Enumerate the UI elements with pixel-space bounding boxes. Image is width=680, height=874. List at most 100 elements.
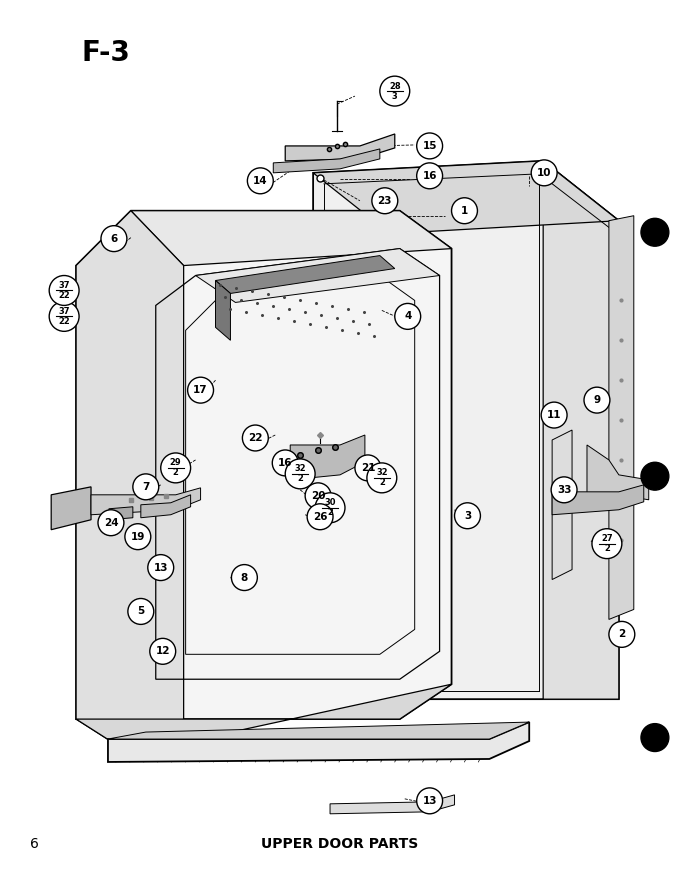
Text: 26: 26 <box>313 512 327 522</box>
Text: 16: 16 <box>278 458 292 468</box>
Text: 8: 8 <box>241 572 248 583</box>
Circle shape <box>305 482 331 509</box>
Text: 28: 28 <box>389 81 401 91</box>
Text: 13: 13 <box>154 563 168 572</box>
Polygon shape <box>76 211 452 719</box>
Circle shape <box>395 303 421 329</box>
Circle shape <box>150 638 175 664</box>
Polygon shape <box>552 430 572 579</box>
Text: 32: 32 <box>376 468 388 477</box>
Circle shape <box>148 555 173 580</box>
Circle shape <box>551 477 577 503</box>
Circle shape <box>417 133 443 159</box>
Polygon shape <box>609 216 634 620</box>
Text: 3: 3 <box>392 92 398 101</box>
Circle shape <box>641 724 669 752</box>
Text: 6: 6 <box>30 836 39 850</box>
Circle shape <box>128 599 154 624</box>
Text: 5: 5 <box>137 607 144 616</box>
Circle shape <box>49 275 79 305</box>
Text: 20: 20 <box>311 491 325 501</box>
Circle shape <box>285 459 315 489</box>
Text: 7: 7 <box>142 482 150 492</box>
Polygon shape <box>76 684 452 754</box>
Circle shape <box>541 402 567 428</box>
Text: 33: 33 <box>557 485 571 495</box>
Text: 2: 2 <box>604 545 610 553</box>
Polygon shape <box>587 445 649 505</box>
Polygon shape <box>313 161 619 699</box>
Text: 27: 27 <box>601 534 613 543</box>
Circle shape <box>609 621 635 648</box>
Circle shape <box>417 163 443 189</box>
Polygon shape <box>552 485 644 515</box>
Text: 15: 15 <box>422 141 437 151</box>
Polygon shape <box>91 488 201 515</box>
Circle shape <box>315 493 345 523</box>
Circle shape <box>417 787 443 814</box>
Circle shape <box>231 565 257 591</box>
Text: 22: 22 <box>248 433 262 443</box>
Text: 4: 4 <box>404 311 411 322</box>
Polygon shape <box>108 722 529 762</box>
Circle shape <box>584 387 610 413</box>
Text: 17: 17 <box>193 385 208 395</box>
Circle shape <box>98 510 124 536</box>
Circle shape <box>101 225 127 252</box>
Circle shape <box>355 455 381 481</box>
Text: 2: 2 <box>173 468 179 477</box>
Circle shape <box>641 218 669 246</box>
Circle shape <box>452 198 477 224</box>
Polygon shape <box>216 281 231 340</box>
Text: 14: 14 <box>253 176 268 186</box>
Polygon shape <box>313 161 619 233</box>
Polygon shape <box>51 487 91 530</box>
Text: 19: 19 <box>131 531 145 542</box>
Text: 2: 2 <box>297 475 303 483</box>
Circle shape <box>380 76 410 106</box>
Text: 12: 12 <box>156 646 170 656</box>
Text: 29: 29 <box>170 459 182 468</box>
Circle shape <box>367 463 396 493</box>
Polygon shape <box>285 134 395 161</box>
Circle shape <box>641 462 669 490</box>
Text: 30: 30 <box>324 498 336 507</box>
Text: 9: 9 <box>594 395 600 406</box>
Text: 37: 37 <box>58 281 70 290</box>
Text: 16: 16 <box>422 170 437 181</box>
Text: 24: 24 <box>103 517 118 528</box>
Text: 1: 1 <box>461 205 468 216</box>
Text: 11: 11 <box>547 410 562 420</box>
Polygon shape <box>109 507 133 520</box>
Text: F-3: F-3 <box>82 39 131 67</box>
Text: 22: 22 <box>58 291 70 300</box>
Circle shape <box>272 450 298 475</box>
Circle shape <box>160 453 190 482</box>
Polygon shape <box>141 495 190 517</box>
Circle shape <box>592 529 622 558</box>
Circle shape <box>133 474 158 500</box>
Text: 2: 2 <box>327 509 333 517</box>
Circle shape <box>188 378 214 403</box>
Text: 37: 37 <box>58 307 70 316</box>
Text: 6: 6 <box>110 233 118 244</box>
Polygon shape <box>543 161 619 699</box>
Circle shape <box>454 503 481 529</box>
Circle shape <box>372 188 398 214</box>
Polygon shape <box>290 435 365 480</box>
Circle shape <box>248 168 273 194</box>
Circle shape <box>307 503 333 530</box>
Text: 2: 2 <box>379 478 385 488</box>
Text: 32: 32 <box>294 464 306 474</box>
Text: 23: 23 <box>377 196 392 205</box>
Polygon shape <box>330 794 454 814</box>
Polygon shape <box>196 248 439 302</box>
Polygon shape <box>273 149 380 173</box>
Text: 3: 3 <box>464 510 471 521</box>
Circle shape <box>242 425 269 451</box>
Text: 21: 21 <box>360 463 375 473</box>
Polygon shape <box>108 722 529 739</box>
Text: 22: 22 <box>58 317 70 326</box>
Text: UPPER DOOR PARTS: UPPER DOOR PARTS <box>261 836 419 850</box>
Text: 2: 2 <box>618 629 626 640</box>
